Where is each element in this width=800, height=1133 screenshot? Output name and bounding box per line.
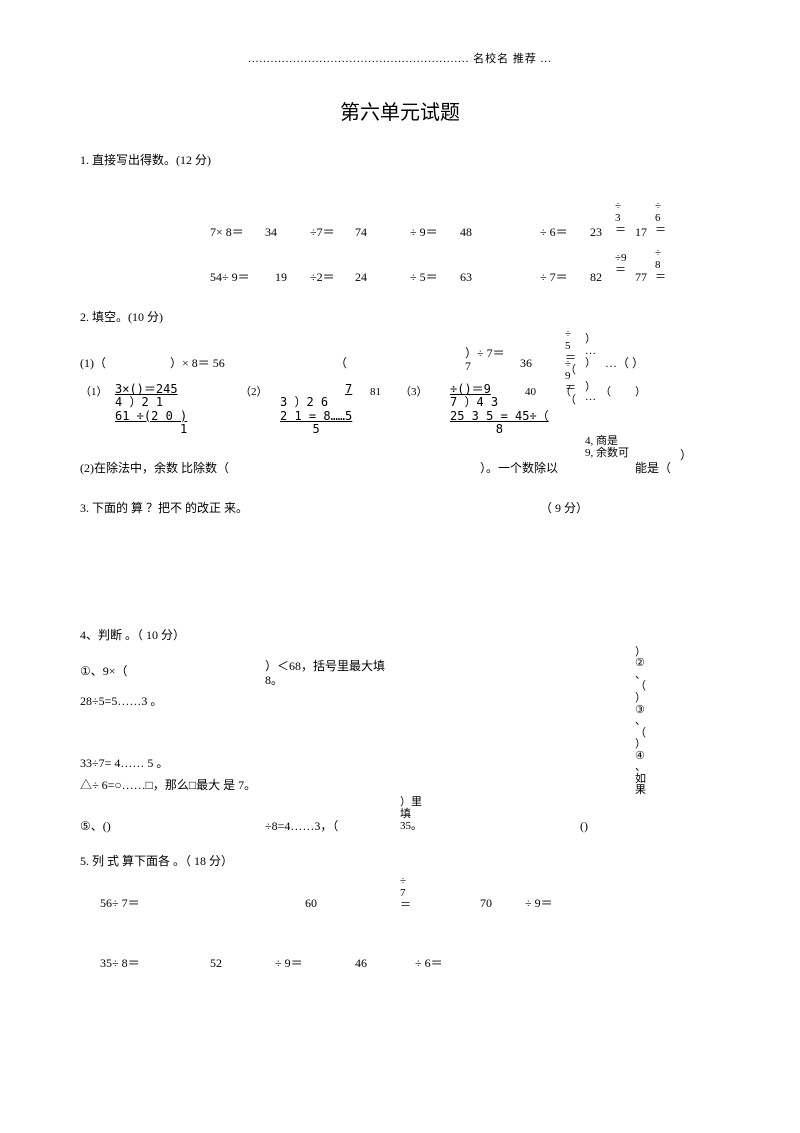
- q1r1-h: 23: [590, 222, 602, 244]
- q2r2-r3: 40: [525, 383, 536, 403]
- q2-row3: (2)在除法中，余数 比除数（ ）。一个数除以 4, 商是 9, 余数可 能是（…: [80, 453, 740, 483]
- q2r2-r4: （: [560, 383, 571, 403]
- header-center: 名校名 推荐: [473, 53, 537, 65]
- q1r2-a: 54÷ 9＝: [210, 267, 250, 289]
- q1r2-c: ÷2＝: [310, 267, 335, 289]
- q2r2-r5: （: [600, 383, 611, 403]
- q1r2-h: 82: [590, 267, 602, 289]
- q1r1-b: 34: [265, 222, 277, 244]
- q1r2-d: 24: [355, 267, 367, 289]
- q2-row2-longdiv: （1） 3×()＝245 4 ）2 1 61 ÷(2 0 ) 1 （2） 7 3…: [80, 383, 740, 453]
- q5r2-c: ÷ 9＝: [275, 953, 303, 975]
- q2r2-p2-div: 7 3 ）2 6 2 1 = 8……5 5: [280, 383, 352, 436]
- q1-label: 1. 直接写出得数。(12 分): [80, 150, 740, 172]
- q2r1-b: ）× 8＝ 56: [170, 353, 225, 375]
- q2r1-e: 7: [465, 356, 471, 378]
- q2r3-d: ）: [680, 445, 692, 467]
- q4r1-c: 8。: [265, 670, 283, 692]
- header-line: ........................................…: [0, 0, 800, 66]
- q2r2-r6: ）: [635, 383, 646, 403]
- q2r3-c: 能是（: [635, 458, 671, 480]
- q1r2-stack2: ÷ 8 ＝: [655, 247, 666, 283]
- q5r1-stack: ÷ 7 ＝: [400, 875, 411, 911]
- q5r2-d: 46: [355, 953, 367, 975]
- q1r1-c: ÷7＝: [310, 222, 335, 244]
- question-4: 4、判断 。（ 10 分） ①、9×（ ）＜68，括号里最大填 8。 ） ② 、…: [80, 625, 740, 836]
- q1r1-i: 17: [635, 222, 647, 244]
- q1r2-stack1: ÷9 ＝: [615, 252, 627, 276]
- q2r1-f: 36: [520, 353, 532, 375]
- q2r1-a: (1)（: [80, 353, 106, 375]
- q2r3-a: (2)在除法中，余数 比除数（: [80, 458, 229, 480]
- q1r1-d: 74: [355, 222, 367, 244]
- q5r2-a: 35÷ 8＝: [100, 953, 140, 975]
- q3-label: 3. 下面的 算 ？把不 的改正 来。: [80, 501, 248, 515]
- q4-rightstack: ） ② 、 （ ） ③ 、 （ ） ④ 、 如 果: [635, 647, 646, 797]
- q2r2-r2: …: [585, 388, 596, 408]
- q2r1-right1: ） … ）: [585, 333, 596, 369]
- q5r1-a: 56÷ 7＝: [100, 893, 140, 915]
- q4r5-f: (): [580, 816, 588, 838]
- question-1: 1. 直接写出得数。(12 分) 7× 8＝ 34 ÷7＝ 74 ÷ 9＝ 48…: [80, 150, 740, 292]
- q1r2-g: ÷ 7＝: [540, 267, 568, 289]
- q1r1-g: ÷ 6＝: [540, 222, 568, 244]
- q1r2-e: ÷ 5＝: [410, 267, 438, 289]
- content: 1. 直接写出得数。(12 分) 7× 8＝ 34 ÷7＝ 74 ÷ 9＝ 48…: [0, 150, 800, 983]
- q1r2-i: 77: [635, 267, 647, 289]
- q1r2-b: 19: [275, 267, 287, 289]
- q2r2-p1-div: 3×()＝245 4 ）2 1 61 ÷(2 0 ) 1: [115, 383, 187, 436]
- q4r5-a: ⑤、(): [80, 816, 111, 838]
- q4r5-cd: ）里 填 35。: [400, 796, 422, 832]
- q1r1-a: 7× 8＝: [210, 222, 244, 244]
- q5r2-b: 52: [210, 953, 222, 975]
- q3-points: （ 9 分）: [540, 498, 588, 520]
- q5r1-d: 70: [480, 893, 492, 915]
- question-5: 5. 列 式 算下面各 。（ 18 分） 56÷ 7＝ 60 ÷ 7 ＝ 70 …: [80, 851, 740, 983]
- q5r1-b: 60: [305, 893, 317, 915]
- q5r1-e: ÷ 9＝: [525, 893, 553, 915]
- q2-label: 2. 填空。(10 分): [80, 307, 740, 329]
- q1-row1: 7× 8＝ 34 ÷7＝ 74 ÷ 9＝ 48 ÷ 6＝ 23 ÷ 3 ＝ 17…: [80, 202, 740, 252]
- dotted-left: ........................................…: [248, 53, 469, 65]
- dotted-right: ...: [541, 53, 552, 65]
- q1r1-stack2: ÷ 6 ＝: [655, 200, 666, 236]
- q2r2-p1: （1）: [80, 383, 108, 403]
- q2r2-p3: （3）: [400, 383, 428, 403]
- q1r2-f: 63: [460, 267, 472, 289]
- q1r1-stack1: ÷ 3 ＝: [615, 200, 626, 236]
- q1-row2: 54÷ 9＝ 19 ÷2＝ 24 ÷ 5＝ 63 ÷ 7＝ 82 ÷9 ＝ 77…: [80, 252, 740, 292]
- q2r1-j: …（ ）: [605, 353, 644, 375]
- page-title: 第六单元试题: [0, 96, 800, 125]
- q5r2-e: ÷ 6＝: [415, 953, 443, 975]
- q2r1-c: （: [335, 353, 347, 375]
- q5-label: 5. 列 式 算下面各 。（ 18 分）: [80, 851, 740, 873]
- question-2: 2. 填空。(10 分) (1)（ ）× 8＝ 56 （ ）÷ 7＝ 7 36 …: [80, 307, 740, 484]
- q2-row1: (1)（ ）× 8＝ 56 （ ）÷ 7＝ 7 36 ÷ 5 ＝ （ ） … ）…: [80, 328, 740, 383]
- q1r1-e: ÷ 9＝: [410, 222, 438, 244]
- q2r3-stack: 4, 商是 9, 余数可: [585, 435, 629, 459]
- q4r1-a: ①、9×（: [80, 661, 128, 683]
- q2r3-b: ）。一个数除以: [480, 458, 558, 480]
- question-3: 3. 下面的 算 ？把不 的改正 来。 （ 9 分）: [80, 498, 740, 520]
- q4r5-b: ÷8=4……3，（: [265, 816, 338, 838]
- q4-label: 4、判断 。（ 10 分）: [80, 625, 740, 647]
- q2r2-p2: （2）: [240, 383, 268, 403]
- q2r2-mid: 81: [370, 383, 381, 403]
- q1r1-f: 48: [460, 222, 472, 244]
